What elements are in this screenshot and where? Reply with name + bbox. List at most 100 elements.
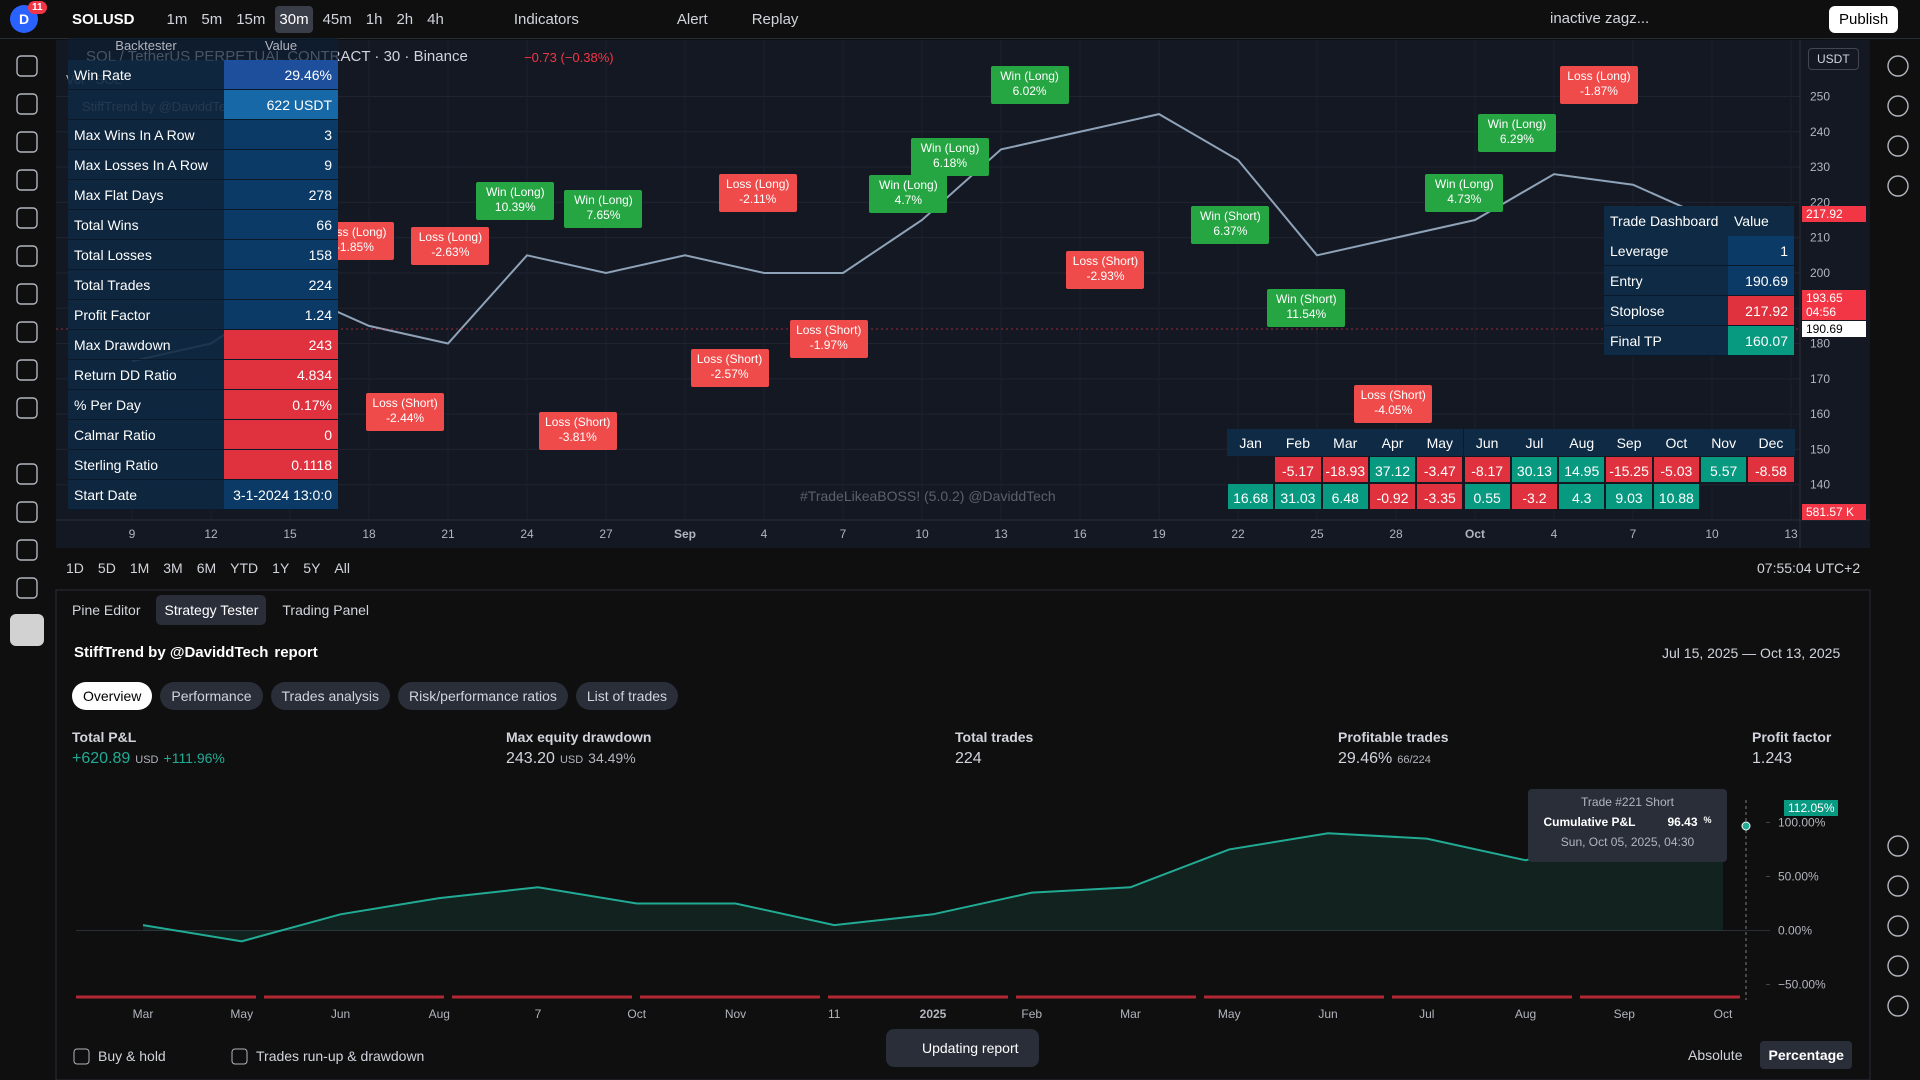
x-tick-label: 24 — [520, 527, 534, 541]
table-value-cell: 3 — [224, 120, 338, 150]
interval-button[interactable]: 30m — [275, 5, 313, 33]
option-label[interactable]: Trades run-up & drawdown — [256, 1048, 425, 1064]
range-button[interactable]: All — [334, 560, 350, 576]
panel-tab[interactable]: Strategy Tester — [156, 595, 267, 625]
end-value-tag: 112.05% — [1784, 800, 1839, 816]
subtabs: Overview Performance Trades analysis Risk/p… — [72, 682, 679, 710]
range-button[interactable]: 5D — [97, 560, 116, 576]
equity-x-tick-label: 11 — [828, 1007, 841, 1021]
tool-icon — [16, 577, 38, 599]
x-tick-label: 16 — [1073, 527, 1087, 541]
range-button[interactable]: 3M — [163, 560, 183, 576]
trade-label-text: Loss (Long) — [323, 225, 387, 239]
interval-button[interactable]: 15m — [236, 10, 266, 28]
subtab[interactable]: Performance — [160, 682, 263, 710]
mode-button[interactable]: Absolute — [1688, 1047, 1743, 1063]
equity-x-tick-label: 2025 — [920, 1007, 947, 1021]
month-header: Sep — [1605, 429, 1653, 456]
trade-label: Loss (Long) -2.11% — [718, 174, 797, 213]
metric-label: Max equity drawdown — [506, 729, 652, 745]
trade-label-text: Loss (Short) — [796, 322, 862, 337]
table-value-cell: 1.24 — [224, 300, 338, 330]
equity-y-tick-label: −50.00% — [1778, 978, 1826, 992]
x-tick-label: 21 — [441, 527, 455, 541]
table-value-cell: 0 — [224, 420, 338, 450]
trade-label-text: Loss (Short) — [1360, 387, 1426, 402]
trade-label-pct: 6.02% — [1012, 84, 1047, 99]
tool-icon — [16, 245, 38, 267]
interval-button[interactable]: 5m — [201, 10, 223, 28]
mode-button[interactable]: Percentage — [1760, 1041, 1852, 1069]
currency-button[interactable]: USDT — [1808, 48, 1859, 70]
y-tick-label: 230 — [1810, 160, 1830, 174]
range-button[interactable]: 6M — [196, 560, 217, 576]
checkbox — [231, 1048, 248, 1065]
table-value-cell: 9 — [224, 150, 338, 180]
month-cell: -5.17 — [1274, 456, 1322, 483]
month-header: Jul — [1510, 429, 1559, 456]
tool-icon — [16, 501, 38, 523]
subtab[interactable]: Overview — [72, 682, 153, 710]
x-tick-label: Sep — [674, 527, 696, 541]
dashboard-cell: Entry — [1604, 266, 1728, 296]
y-tick-label: 140 — [1810, 478, 1830, 492]
report-name: StiffTrend by @DaviddTech — [74, 644, 269, 661]
range-button[interactable]: YTD — [230, 560, 259, 576]
metric-value: 224 — [955, 750, 982, 767]
metric-value: 29.46% — [1338, 750, 1393, 767]
account-selector[interactable]: inactive zagz... — [1550, 10, 1650, 27]
panel-tabs: Pine Editor Strategy Tester Trading Panel — [64, 594, 377, 626]
range-button[interactable]: 1D — [66, 560, 84, 576]
range-button[interactable]: 5Y — [303, 560, 321, 576]
month-cell — [1747, 483, 1795, 510]
metric-extra: 66/224 — [1397, 754, 1431, 766]
interval-button[interactable]: 2h — [396, 10, 414, 28]
interval-button[interactable]: 45m — [322, 10, 352, 28]
subtab[interactable]: Risk/performance ratios — [398, 682, 568, 710]
trade-label-pct: 11.54% — [1286, 307, 1327, 322]
trade-label: Win (Long) 6.29% — [1477, 114, 1556, 153]
interval-button[interactable]: 4h — [427, 10, 444, 28]
panel-tab[interactable]: Pine Editor — [72, 602, 141, 618]
interval-button[interactable]: 1h — [365, 10, 383, 28]
side-icon — [1887, 875, 1909, 897]
interval-button[interactable]: 1m — [166, 10, 188, 28]
price-tag: 190.69 — [1802, 321, 1866, 337]
dashboard-cell: 160.07 — [1728, 326, 1794, 356]
trade-label-text: Win (Long) — [1434, 177, 1494, 192]
equity-x-tick-label: Sep — [1614, 1007, 1636, 1021]
side-icon — [1887, 175, 1909, 197]
x-tick-label: 9 — [129, 527, 136, 541]
alert-button[interactable]: Alert — [676, 10, 708, 28]
subtab[interactable]: Trades analysis — [270, 682, 391, 710]
range-button[interactable]: 1Y — [272, 560, 290, 576]
equity-x-tick-label: May — [230, 1007, 253, 1021]
option-label[interactable]: Buy & hold — [98, 1048, 166, 1064]
table-header: Value — [224, 38, 338, 60]
x-tick-label: 7 — [840, 527, 847, 541]
trade-label-text: Win (Short) — [1200, 209, 1261, 224]
equity-x-tick-label: Oct — [627, 1007, 646, 1021]
subtab[interactable]: List of trades — [575, 682, 679, 710]
y-tick-label: 180 — [1810, 337, 1830, 351]
month-cell: -3.2 — [1510, 483, 1559, 510]
trade-label: Loss (Long) -2.63% — [411, 226, 490, 265]
range-button[interactable]: 1M — [129, 560, 150, 576]
trade-label: Loss (Short) -3.81% — [538, 411, 617, 450]
publish-button[interactable]: Publish — [1829, 6, 1899, 33]
trade-label: Win (Long) 6.02% — [990, 66, 1069, 105]
month-header: Jan — [1227, 429, 1275, 456]
table-label-cell: Total Losses — [68, 240, 224, 270]
replay-button[interactable]: Replay — [751, 10, 799, 28]
avatar[interactable]: D 11 — [10, 1, 47, 33]
month-cell: 5.57 — [1700, 456, 1748, 483]
month-header: Apr — [1368, 429, 1417, 456]
date-range[interactable]: Jul 15, 2025 — Oct 13, 2025 — [1662, 645, 1841, 661]
metric-label: Profitable trades — [1338, 729, 1449, 745]
symbol-search[interactable]: SOLUSD — [72, 10, 135, 28]
metric-label: Total trades — [955, 729, 1034, 745]
panel-tab[interactable]: Trading Panel — [282, 602, 370, 618]
indicators-button[interactable]: Indicators — [513, 10, 579, 28]
tooltip-title: Trade #221 Short — [1581, 795, 1674, 809]
